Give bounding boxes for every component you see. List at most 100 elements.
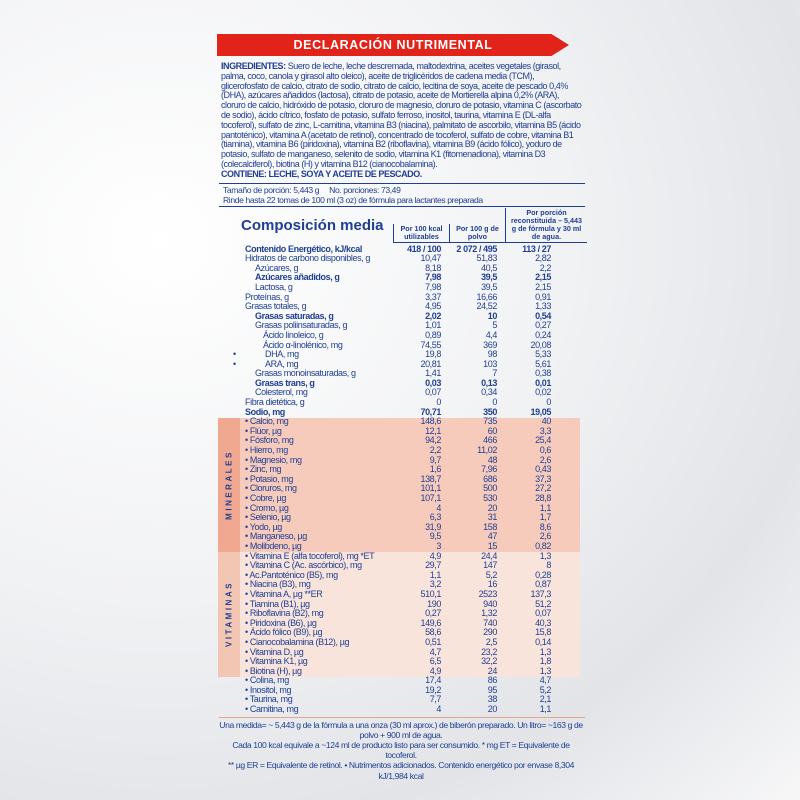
nutrient-value-v2: 350 xyxy=(483,406,497,417)
nutrient-value-v1: 70,71 xyxy=(420,406,441,417)
nutrient-value-v2: 11,02 xyxy=(477,445,497,456)
nutrient-value-v1: 10,47 xyxy=(420,253,441,264)
nutrient-value-v3: 2,1 xyxy=(539,694,552,705)
table-row: Grasas totales, g 4,95 24,52 1,33 xyxy=(215,302,587,312)
nutrient-name: Proteínas, g xyxy=(245,291,289,302)
ingredients-text: INGREDIENTES: Suero de leche, leche desc… xyxy=(221,61,583,180)
nutrient-value-v3: 25,4 xyxy=(535,435,551,446)
nutrient-value-v1: 7,98 xyxy=(425,272,441,283)
column-header-per-serving: Por porción reconstituida – 5,443 g de f… xyxy=(505,207,587,243)
nutrient-value-v1: 4,9 xyxy=(429,665,442,676)
nutrient-value-v2: 23,2 xyxy=(481,646,497,657)
nutrient-value-v2: 2 072 / 495 xyxy=(456,243,497,254)
serving-size: Tamaño de porción: 5,443 g xyxy=(223,184,320,195)
nutrient-value-v3: 4,7 xyxy=(539,675,552,686)
nutrient-value-v1: 6,5 xyxy=(429,656,442,667)
nutrient-value-v1: 74,55 xyxy=(420,339,441,350)
nutrient-value-v3: 1,3 xyxy=(539,646,552,657)
nutrient-value-v2: 2523 xyxy=(478,588,498,599)
table-row: • Riboflavina (B2), mg 0,27 1,32 0,07 xyxy=(215,609,587,619)
minerals-section: MINERALES xyxy=(218,417,580,552)
nutrient-value-v3: 5,33 xyxy=(535,349,551,360)
table-row: • Vitamina E (alfa tocoferol), mg *ET 4,9… xyxy=(215,550,587,562)
nutrient-name: Hidratos de carbono disponibles, g xyxy=(245,253,370,264)
nutrient-name: Grasas totales, g xyxy=(245,301,307,312)
nutrient-value-v1: 31,9 xyxy=(425,521,441,532)
nutrient-value-v3: 0,54 xyxy=(535,310,551,321)
nutrient-value-v2: 466 xyxy=(483,435,497,446)
divider xyxy=(219,182,585,184)
table-row: • Fósforo, mg 94,2 466 25,4 xyxy=(215,436,587,446)
table-row: • Manganeso, µg 9,5 47 2,6 xyxy=(215,532,587,542)
table-row: DHA, mg • 19,8 98 5,33 xyxy=(215,349,587,360)
table-row: • Piridoxina (B6), µg 149,6 740 40,3 xyxy=(215,617,587,629)
nutrient-value-v3: 0,43 xyxy=(535,464,551,475)
nutrient-value-v1: 138,7 xyxy=(420,473,441,484)
serving-yield: Rinde hasta 22 tomas de 100 ml (3 oz) de… xyxy=(223,194,483,205)
nutrient-value-v2: 290 xyxy=(483,627,497,638)
table-row: Grasas poliinsaturadas, g 1,01 5 0,27 xyxy=(215,321,587,331)
nutrient-value-v1: 7,7 xyxy=(429,694,442,705)
table-row: • Potasio, mg 138,7 686 37,3 xyxy=(215,473,587,485)
table-title: Composición media xyxy=(241,216,384,234)
nutrient-value-v2: 103 xyxy=(483,358,497,369)
column-header-per-100kcal: Por 100 kcal utilizables xyxy=(393,223,449,243)
nutrient-value-v1: 19,8 xyxy=(425,349,441,360)
nutrient-value-v2: 40,5 xyxy=(481,262,497,273)
nutrient-name: Ácido α-linolénico, mg xyxy=(263,339,343,350)
nutrient-name: • Inositol, mg xyxy=(245,684,292,695)
allergen-statement: CONTIENE: LECHE, SOYA Y ACEITE DE PESCAD… xyxy=(221,168,422,179)
nutrient-name: • Calcio, mg xyxy=(245,416,289,427)
nutrient-value-v3: 137,3 xyxy=(530,588,551,599)
nutrient-value-v1: 0,51 xyxy=(425,636,441,647)
nutrient-value-v3: 40 xyxy=(541,416,552,427)
nutrient-name: • Vitamina A, µg **ER xyxy=(245,588,323,599)
nutrient-name: Colesterol, mg xyxy=(255,387,308,398)
nutrient-name: Grasas poliinsaturadas, g xyxy=(255,320,348,331)
nutrient-value-v2: 39,5 xyxy=(481,281,497,292)
nutrient-value-v1: 17,4 xyxy=(425,675,441,686)
nutrient-value-v3: 5,2 xyxy=(539,684,552,695)
nutrient-value-v3: 40,3 xyxy=(535,617,551,628)
table-row: • Calcio, mg 148,6 735 40 xyxy=(215,417,587,427)
table-row: Proteínas, g 3,37 16,66 0,91 xyxy=(215,291,587,303)
nutrient-value-v2: 60 xyxy=(487,425,498,436)
table-header: Composición media Por 100 kcal utilizabl… xyxy=(215,207,587,243)
ingredients-heading: INGREDIENTES: xyxy=(221,61,286,71)
nutrient-name: • Piridoxina (B6), µg xyxy=(245,617,317,628)
nutrient-value-v1: 101,1 xyxy=(420,483,441,494)
nutrient-name: • Fósforo, mg xyxy=(245,435,294,446)
table-row: Ácido α-linolénico, mg 74,55 369 20,08 xyxy=(215,339,587,351)
nutrient-name: Grasas trans, g xyxy=(255,377,315,388)
column-header-per-100g: Por 100 g de polvo xyxy=(449,223,505,243)
bullet-marker: • xyxy=(233,349,236,360)
nutrient-value-v2: 5 xyxy=(492,320,497,331)
nutrient-value-v2: 86 xyxy=(487,675,498,686)
nutrient-value-v1: 2,2 xyxy=(429,445,442,456)
nutrient-name: • Cianocobalamina (B12), µg xyxy=(245,636,350,647)
nutrient-value-v3: 27,2 xyxy=(535,483,551,494)
nutrient-name: • Cobre, µg xyxy=(245,493,286,503)
nutrient-value-v2: 38 xyxy=(487,694,498,705)
nutrient-name: • Ac.Pantoténico (B5), mg xyxy=(245,569,338,580)
ingredients-list: Suero de leche, leche descremada, maltod… xyxy=(221,61,582,169)
nutrient-name: DHA, mg xyxy=(265,349,299,360)
nutrient-value-v3: 2,82 xyxy=(535,253,551,264)
table-row: • Vitamina C (Ac. ascórbico), mg 29,7 147 8 xyxy=(215,561,587,571)
table-row: Fibra dietética, g 0 0 0 xyxy=(215,397,587,408)
nutrient-value-v2: 0,34 xyxy=(481,387,497,398)
table-row: • Vitamina K1, µg 6,5 32,2 1,8 xyxy=(215,656,587,667)
table-row: Grasas saturadas, g 2,02 10 0,54 xyxy=(215,310,587,322)
nutrient-value-v3: 113 / 27 xyxy=(522,243,551,254)
nutrient-value-v1: 6,3 xyxy=(429,512,442,523)
nutrient-name: • Vitamina C (Ac. ascórbico), mg xyxy=(245,560,362,571)
nutrient-value-v2: 47 xyxy=(487,531,498,542)
nutrient-name: • Taurina, mg xyxy=(245,694,293,705)
nutrient-value-v1: 9,5 xyxy=(429,531,442,542)
nutrient-name: • Vitamina E (alfa tocoferol), mg *ET xyxy=(245,550,375,561)
nutrient-value-v3: 19,05 xyxy=(530,406,551,417)
table-row: • Magnesio, mg 9,7 48 2,6 xyxy=(215,455,587,466)
nutrient-value-v3: 1,7 xyxy=(539,512,552,523)
nutrient-value-v1: 2,02 xyxy=(425,310,441,321)
nutrient-table: MINERALES VITAMINAS Contenido Energético… xyxy=(215,243,587,715)
